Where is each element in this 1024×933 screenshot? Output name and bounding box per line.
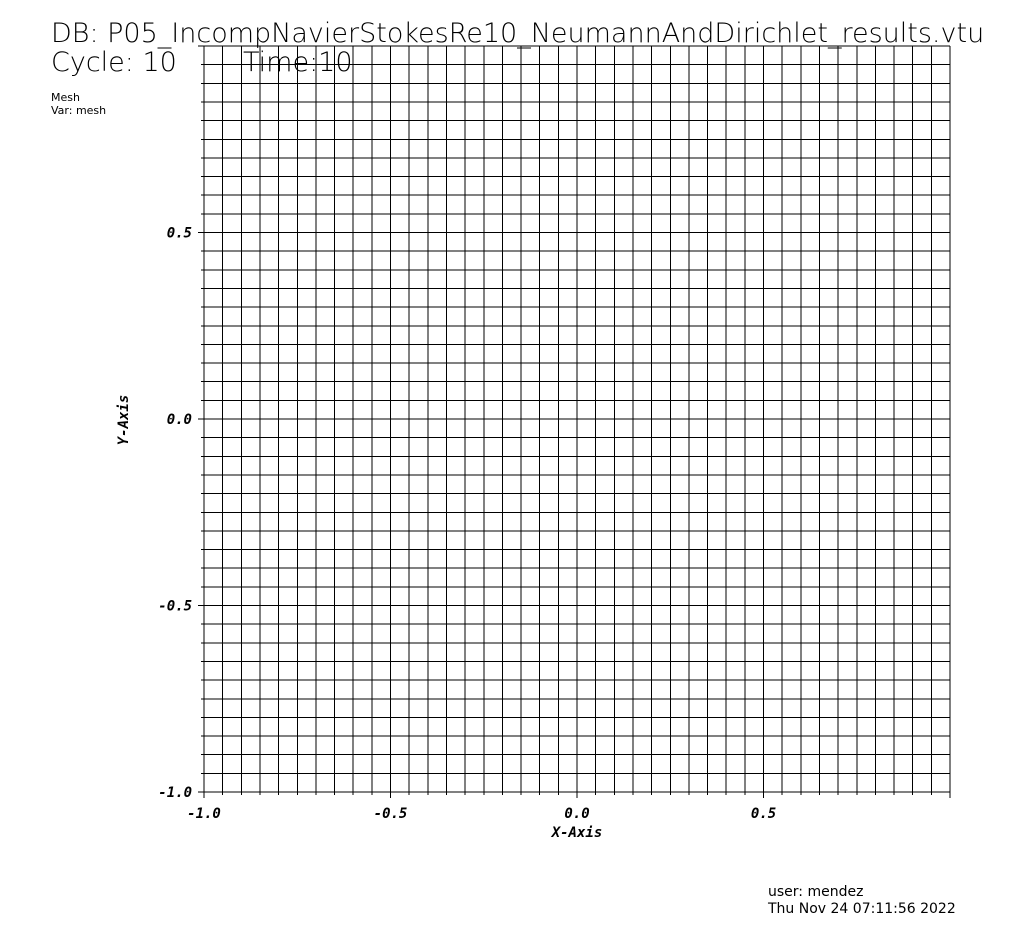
x-tick-label: 0.0 (564, 806, 589, 822)
date-label: Thu Nov 24 07:11:56 2022 (768, 901, 956, 917)
database-title: DB: P05_IncompNavierStokesRe10_NeumannAn… (51, 18, 985, 49)
x-tick-label: -1.0 (187, 806, 221, 822)
y-tick-label: 0.5 (167, 226, 192, 242)
y-tick-label: -1.0 (158, 785, 192, 801)
variable-label: Var: mesh (51, 104, 107, 117)
x-tick-label: -0.5 (374, 806, 408, 822)
cycle-label: Cycle: 10 (51, 47, 177, 78)
y-tick-label: 0.0 (167, 412, 192, 428)
y-tick-label: -0.5 (158, 599, 192, 615)
plot-name: Mesh (51, 91, 80, 104)
time-label: Time:10 (243, 47, 353, 78)
tick-labels: -1.0 -0.5 0.0 0.5 0.5 0.0 -0.5 -1.0 (158, 226, 776, 823)
axis-ticks (198, 45, 951, 798)
x-axis-title: X-Axis (551, 825, 603, 841)
y-axis-title: Y-Axis (116, 395, 132, 446)
user-label: user: mendez (768, 884, 864, 900)
mesh-grid (203, 45, 951, 793)
x-tick-label: 0.5 (751, 806, 776, 822)
